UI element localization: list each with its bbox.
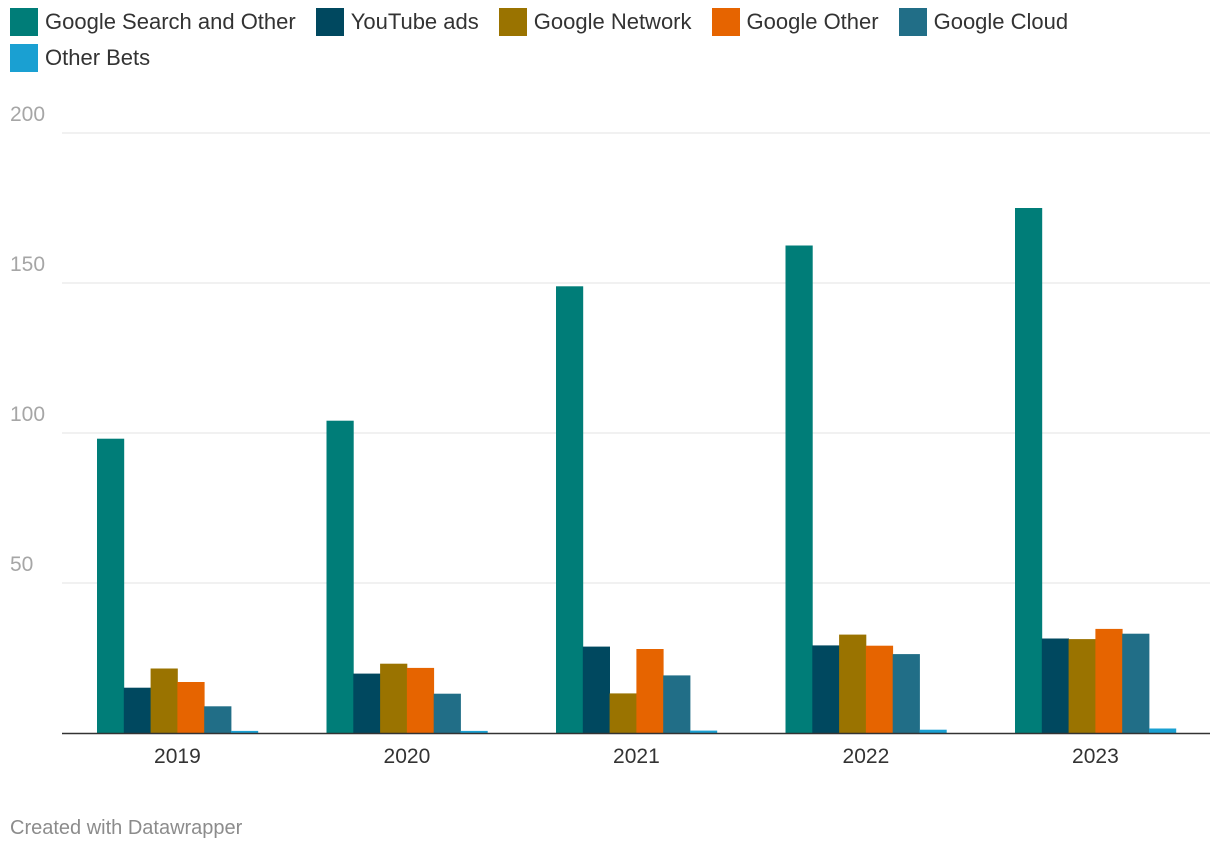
bar	[785, 245, 813, 733]
legend-item: Google Network	[498, 8, 692, 36]
bar	[839, 634, 867, 733]
legend-label: Google Cloud	[933, 9, 1069, 34]
legend-swatch	[711, 8, 740, 36]
bar	[1122, 633, 1150, 733]
bar	[812, 645, 840, 733]
bar	[177, 682, 205, 733]
bar	[150, 668, 178, 733]
bar	[326, 420, 354, 733]
bar	[353, 673, 381, 733]
bar	[663, 675, 691, 733]
bar	[406, 667, 435, 733]
bar	[204, 706, 232, 733]
bar	[556, 286, 584, 733]
legend-swatch	[498, 8, 527, 36]
legend-label: Other Bets	[45, 45, 151, 70]
legend-item: Google Other	[711, 8, 879, 36]
y-tick-label: 50	[10, 553, 33, 576]
legend-swatch	[10, 44, 38, 72]
bar	[1149, 728, 1177, 733]
bar	[582, 646, 610, 733]
legend-label: Google Network	[533, 9, 692, 34]
chart-legend: Google Search and Other YouTube ads Google…	[10, 8, 1210, 72]
legend-item: YouTube ads	[315, 8, 479, 36]
bar	[231, 730, 259, 733]
legend-label: Google Other	[746, 9, 879, 34]
legend-swatch	[315, 8, 344, 36]
bar	[460, 730, 488, 733]
legend-swatch	[10, 8, 38, 36]
x-tick-label: 2021	[613, 745, 660, 768]
bar	[892, 654, 920, 733]
bar	[97, 438, 125, 733]
bar	[1095, 628, 1123, 733]
bar	[1068, 639, 1096, 733]
bar	[919, 729, 947, 733]
bar	[609, 693, 637, 733]
x-tick-label: 2023	[1072, 745, 1119, 768]
legend-label: Google Search and Other	[45, 9, 296, 34]
y-tick-label: 200	[10, 103, 45, 126]
y-tick-label: 150	[10, 253, 45, 276]
legend-swatch	[898, 8, 927, 36]
legend-item: Other Bets	[10, 44, 150, 72]
x-tick-label: 2022	[843, 745, 890, 768]
bar	[636, 649, 664, 733]
legend-item: Google Cloud	[898, 8, 1069, 36]
bar	[690, 730, 718, 733]
bar	[433, 693, 461, 733]
bar	[1041, 638, 1069, 733]
bar	[1015, 208, 1043, 733]
y-tick-label: 100	[10, 403, 45, 426]
axis-labels: 50 100 150 200 2019 2020 2021 2022 2023	[10, 103, 1119, 768]
bar	[380, 663, 408, 733]
datawrapper-credit: Created with Datawrapper	[10, 817, 243, 839]
bar	[865, 645, 894, 733]
bar	[123, 687, 151, 733]
x-tick-label: 2019	[154, 745, 201, 768]
legend-label: YouTube ads	[350, 9, 479, 34]
legend-item: Google Search and Other	[10, 8, 296, 36]
x-tick-label: 2020	[384, 745, 431, 768]
bars	[97, 208, 1177, 733]
